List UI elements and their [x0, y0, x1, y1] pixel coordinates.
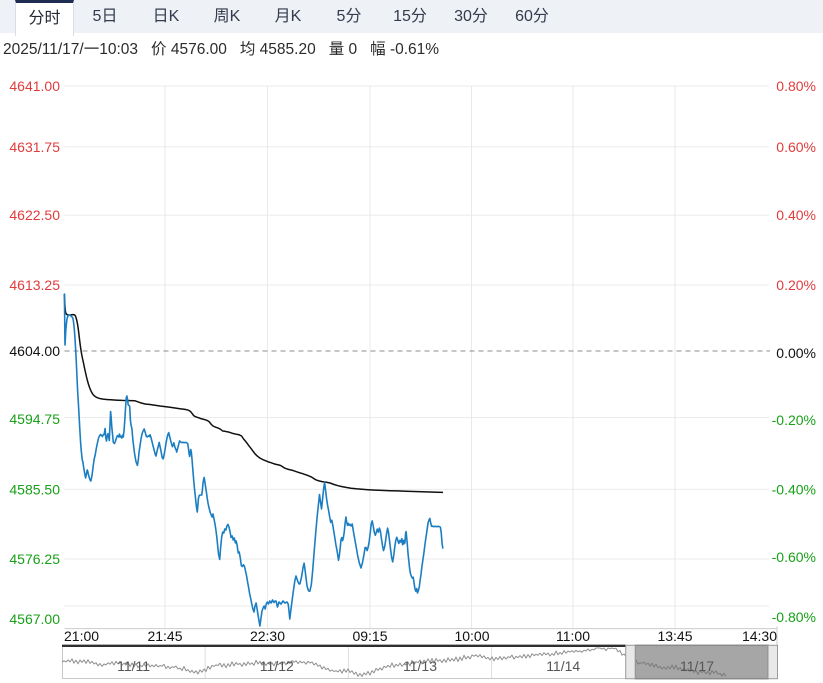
svg-text:21:45: 21:45	[147, 628, 182, 644]
svg-text:11:00: 11:00	[556, 628, 590, 644]
svg-text:22:30: 22:30	[250, 628, 285, 644]
svg-text:0.40%: 0.40%	[776, 207, 816, 223]
svg-text:-0.40%: -0.40%	[772, 481, 816, 497]
svg-text:4567.00: 4567.00	[9, 611, 60, 627]
svg-text:0.00%: 0.00%	[776, 345, 816, 361]
svg-text:21:00: 21:00	[64, 628, 99, 644]
svg-text:11/13: 11/13	[403, 658, 437, 674]
svg-text:11/12: 11/12	[260, 658, 294, 674]
svg-text:14:30: 14:30	[742, 628, 777, 644]
svg-text:0.20%: 0.20%	[776, 277, 816, 293]
svg-text:4631.75: 4631.75	[9, 139, 60, 155]
svg-text:4576.25: 4576.25	[9, 551, 60, 567]
svg-text:11/14: 11/14	[546, 658, 580, 674]
svg-text:4594.75: 4594.75	[9, 411, 60, 427]
svg-text:-0.20%: -0.20%	[772, 412, 816, 428]
svg-text:-0.80%: -0.80%	[772, 609, 816, 625]
svg-text:4613.25: 4613.25	[9, 277, 60, 293]
svg-text:-0.60%: -0.60%	[772, 549, 816, 565]
svg-text:4641.00: 4641.00	[9, 78, 60, 94]
svg-text:11/17: 11/17	[680, 658, 714, 674]
svg-text:0.80%: 0.80%	[776, 78, 816, 94]
svg-text:10:00: 10:00	[454, 628, 489, 644]
svg-text:13:45: 13:45	[657, 628, 692, 644]
svg-text:11/11: 11/11	[117, 658, 150, 674]
svg-text:09:15: 09:15	[352, 628, 387, 644]
svg-text:4585.50: 4585.50	[9, 481, 60, 497]
svg-text:4622.50: 4622.50	[9, 207, 60, 223]
svg-text:0.60%: 0.60%	[776, 139, 816, 155]
svg-text:4604.00: 4604.00	[9, 343, 60, 359]
